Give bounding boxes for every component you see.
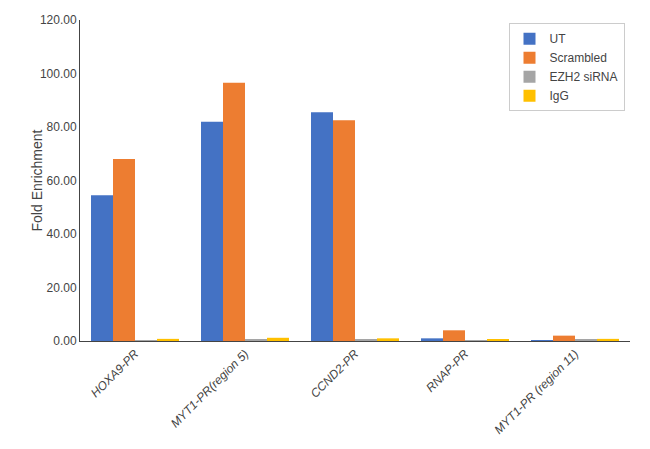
svg-text:120.00: 120.00 [40,13,77,27]
svg-text:60.00: 60.00 [47,174,77,188]
svg-text:IgG: IgG [550,89,569,103]
svg-text:EZH2 siRNA: EZH2 siRNA [550,70,618,84]
svg-text:HOXA9-PR: HOXA9-PR [88,347,142,401]
svg-text:Fold Enrichment: Fold Enrichment [29,129,45,231]
svg-text:MYT1-PR(region 5): MYT1-PR(region 5) [168,347,251,430]
svg-text:80.00: 80.00 [47,120,77,134]
svg-text:40.00: 40.00 [47,227,77,241]
svg-text:Scrambled: Scrambled [550,51,607,65]
svg-text:0.00: 0.00 [53,334,77,348]
svg-text:RNAP-PR: RNAP-PR [423,347,471,395]
svg-text:CCND2-PR: CCND2-PR [308,347,362,401]
svg-text:100.00: 100.00 [40,67,77,81]
svg-text:MYT1-PR (region 11): MYT1-PR (region 11) [491,347,581,437]
svg-text:UT: UT [550,32,567,46]
svg-text:20.00: 20.00 [47,281,77,295]
